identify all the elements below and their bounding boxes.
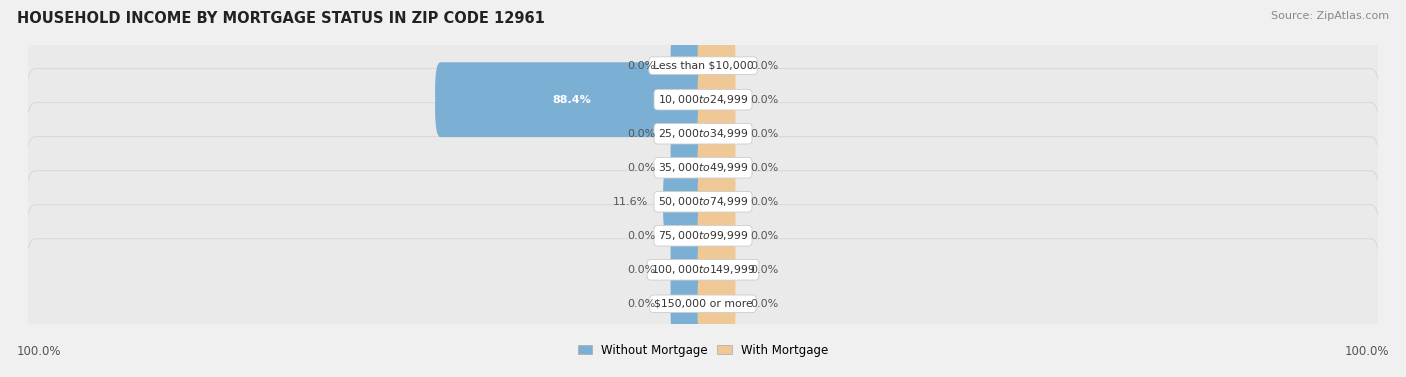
Text: 0.0%: 0.0% bbox=[751, 95, 779, 105]
FancyBboxPatch shape bbox=[25, 205, 1381, 335]
Text: 100.0%: 100.0% bbox=[1344, 345, 1389, 358]
FancyBboxPatch shape bbox=[697, 96, 735, 171]
FancyBboxPatch shape bbox=[697, 62, 735, 137]
Text: $150,000 or more: $150,000 or more bbox=[654, 299, 752, 309]
FancyBboxPatch shape bbox=[671, 28, 709, 103]
FancyBboxPatch shape bbox=[25, 137, 1381, 267]
Text: 100.0%: 100.0% bbox=[17, 345, 62, 358]
Text: 0.0%: 0.0% bbox=[751, 197, 779, 207]
FancyBboxPatch shape bbox=[671, 267, 709, 341]
Text: 0.0%: 0.0% bbox=[627, 163, 655, 173]
FancyBboxPatch shape bbox=[25, 69, 1381, 199]
Text: $10,000 to $24,999: $10,000 to $24,999 bbox=[658, 93, 748, 106]
Text: 0.0%: 0.0% bbox=[627, 61, 655, 70]
FancyBboxPatch shape bbox=[434, 62, 709, 137]
FancyBboxPatch shape bbox=[671, 96, 709, 171]
Text: 0.0%: 0.0% bbox=[751, 129, 779, 139]
FancyBboxPatch shape bbox=[25, 171, 1381, 301]
Legend: Without Mortgage, With Mortgage: Without Mortgage, With Mortgage bbox=[574, 340, 832, 360]
Text: HOUSEHOLD INCOME BY MORTGAGE STATUS IN ZIP CODE 12961: HOUSEHOLD INCOME BY MORTGAGE STATUS IN Z… bbox=[17, 11, 544, 26]
Text: 0.0%: 0.0% bbox=[751, 163, 779, 173]
Text: 0.0%: 0.0% bbox=[627, 129, 655, 139]
FancyBboxPatch shape bbox=[697, 130, 735, 205]
Text: 0.0%: 0.0% bbox=[751, 265, 779, 275]
FancyBboxPatch shape bbox=[697, 267, 735, 341]
FancyBboxPatch shape bbox=[697, 28, 735, 103]
FancyBboxPatch shape bbox=[671, 130, 709, 205]
Text: Less than $10,000: Less than $10,000 bbox=[652, 61, 754, 70]
Text: 0.0%: 0.0% bbox=[751, 231, 779, 241]
FancyBboxPatch shape bbox=[671, 232, 709, 307]
Text: $100,000 to $149,999: $100,000 to $149,999 bbox=[651, 263, 755, 276]
Text: 0.0%: 0.0% bbox=[627, 265, 655, 275]
Text: 0.0%: 0.0% bbox=[751, 299, 779, 309]
Text: Source: ZipAtlas.com: Source: ZipAtlas.com bbox=[1271, 11, 1389, 21]
FancyBboxPatch shape bbox=[25, 35, 1381, 165]
Text: 0.0%: 0.0% bbox=[751, 61, 779, 70]
FancyBboxPatch shape bbox=[664, 164, 709, 239]
Text: $75,000 to $99,999: $75,000 to $99,999 bbox=[658, 229, 748, 242]
FancyBboxPatch shape bbox=[25, 239, 1381, 369]
Text: $25,000 to $34,999: $25,000 to $34,999 bbox=[658, 127, 748, 140]
Text: $50,000 to $74,999: $50,000 to $74,999 bbox=[658, 195, 748, 208]
FancyBboxPatch shape bbox=[697, 164, 735, 239]
FancyBboxPatch shape bbox=[25, 103, 1381, 233]
Text: 11.6%: 11.6% bbox=[613, 197, 648, 207]
FancyBboxPatch shape bbox=[671, 198, 709, 273]
Text: 88.4%: 88.4% bbox=[553, 95, 591, 105]
FancyBboxPatch shape bbox=[25, 1, 1381, 131]
Text: 0.0%: 0.0% bbox=[627, 231, 655, 241]
FancyBboxPatch shape bbox=[697, 232, 735, 307]
Text: 0.0%: 0.0% bbox=[627, 299, 655, 309]
FancyBboxPatch shape bbox=[697, 198, 735, 273]
Text: $35,000 to $49,999: $35,000 to $49,999 bbox=[658, 161, 748, 174]
